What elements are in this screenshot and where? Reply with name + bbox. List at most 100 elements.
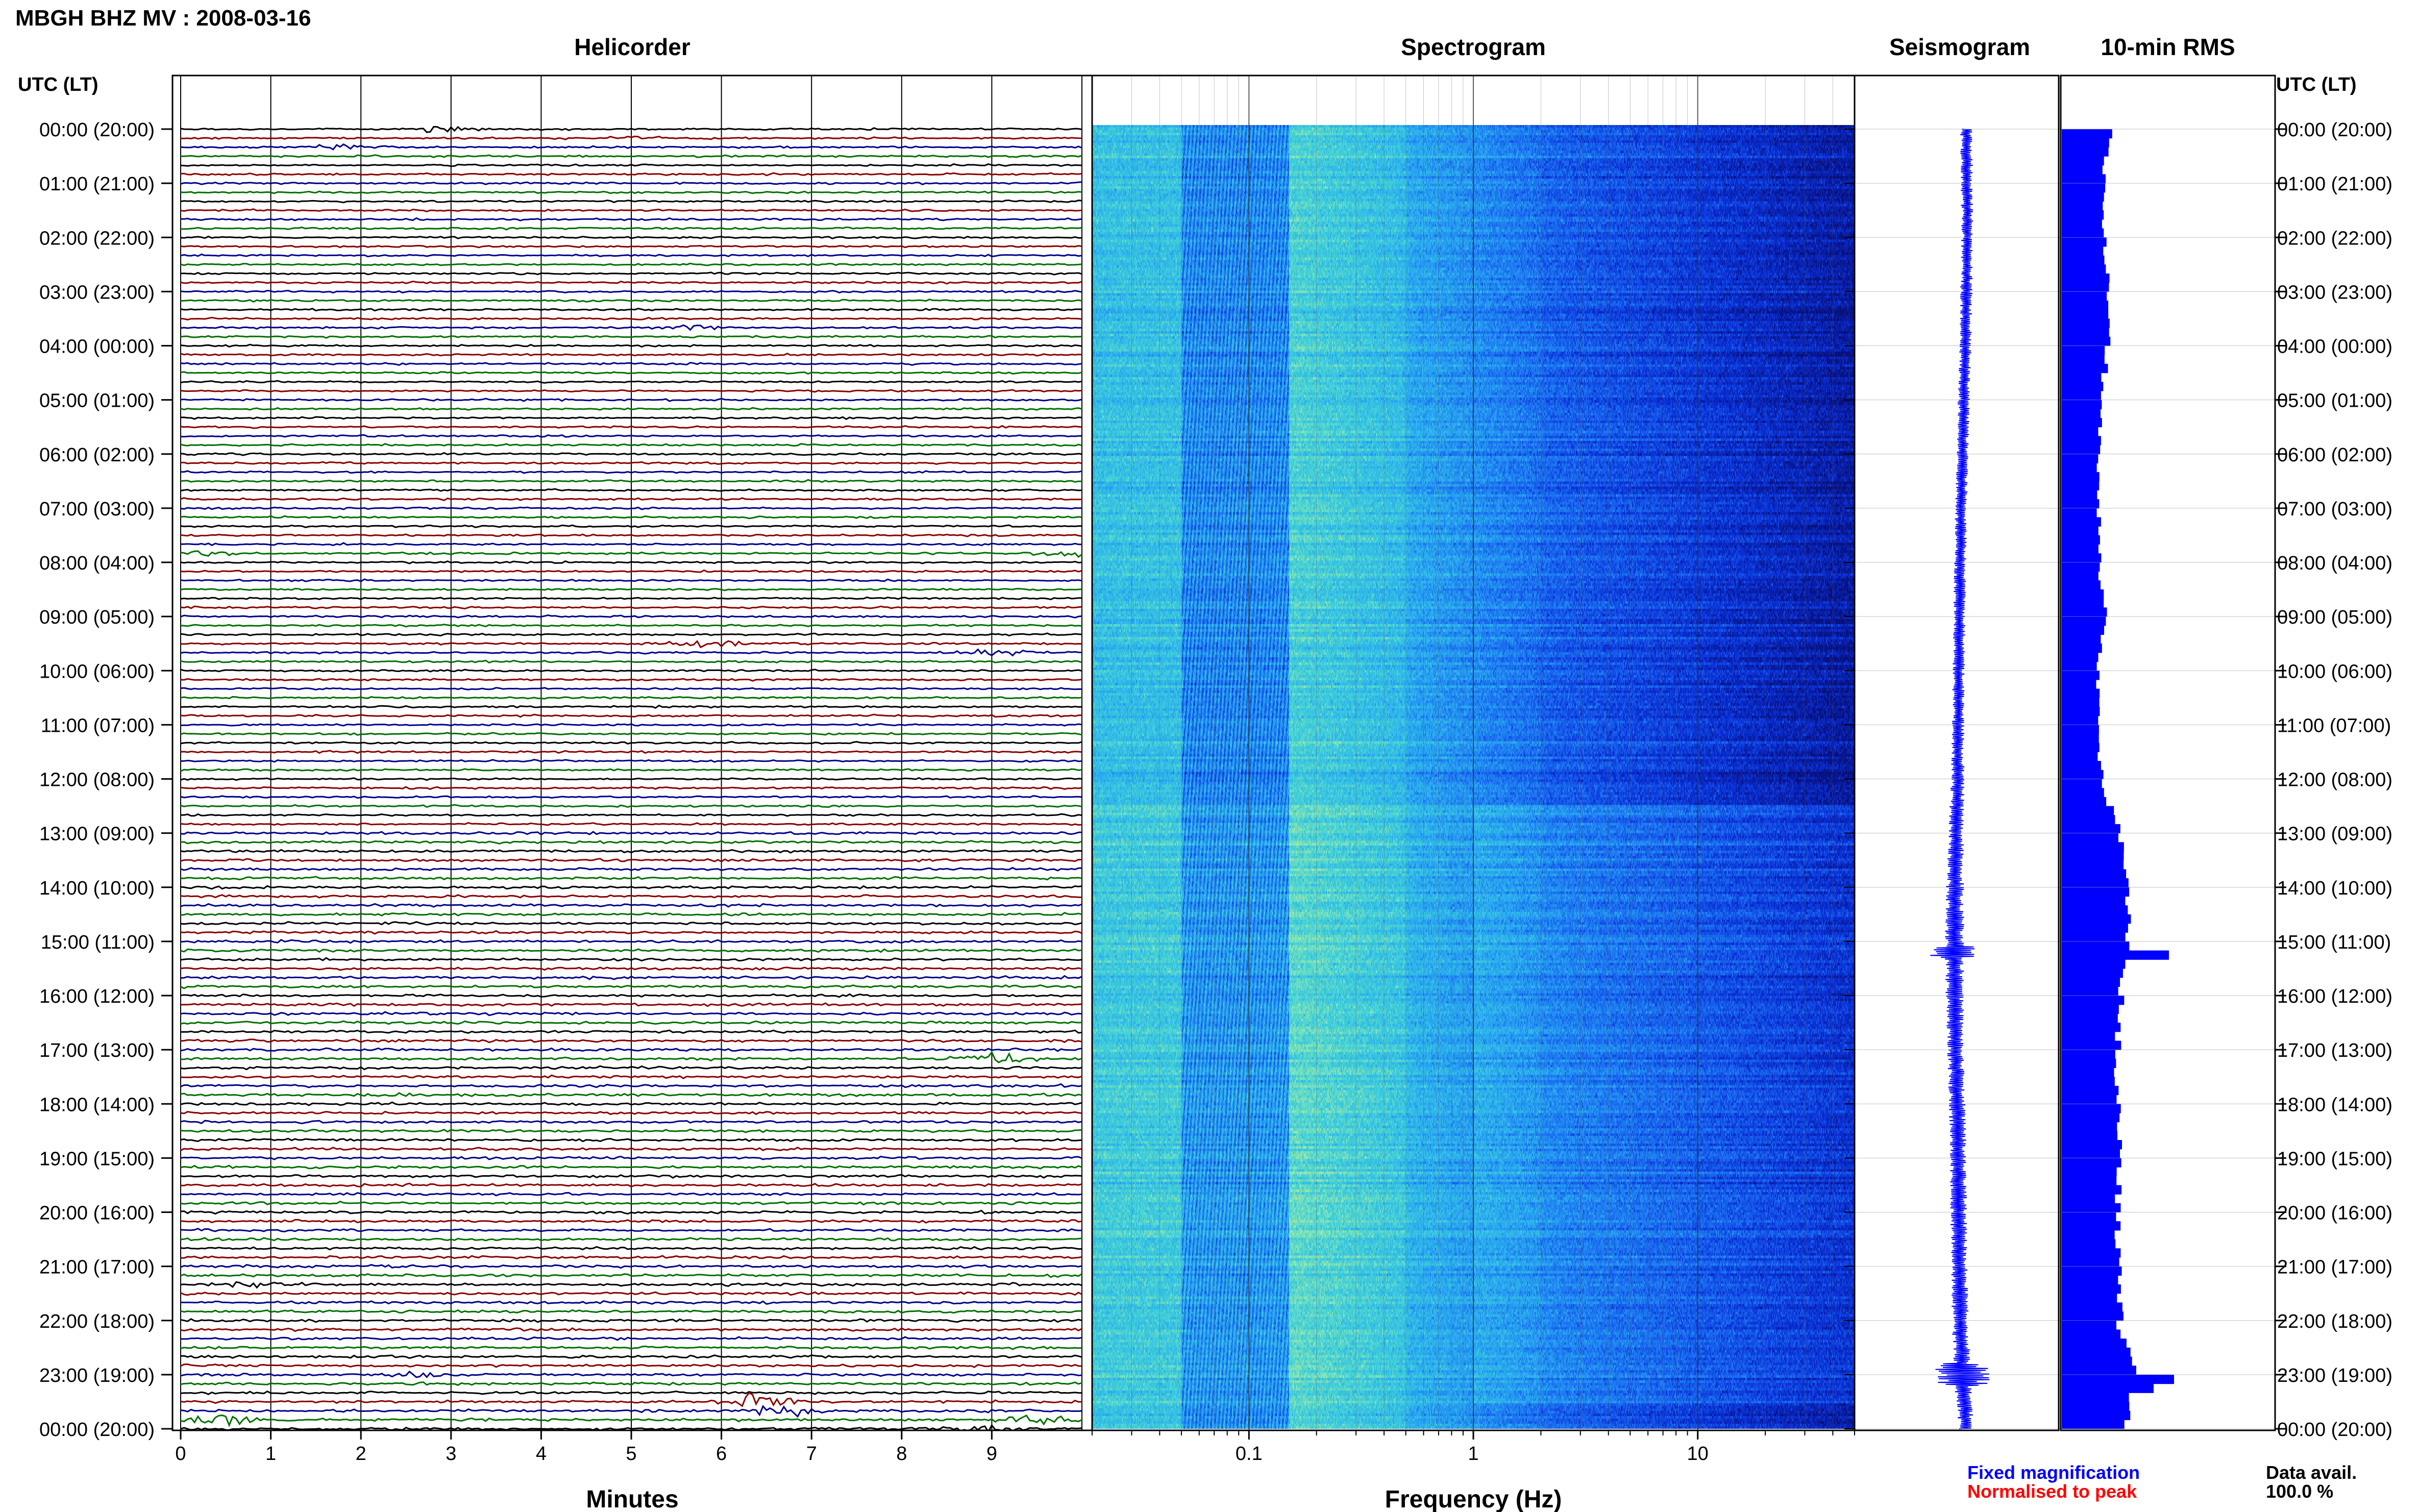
rms-bar — [2062, 328, 2109, 337]
legend-fixed-magnification: Fixed magnification — [1967, 1462, 2140, 1483]
helicorder-trace-row — [180, 506, 1082, 510]
rms-bar — [2062, 517, 2101, 527]
helicorder-trace-row — [180, 786, 1082, 790]
helicorder-trace-row — [180, 1300, 1082, 1305]
helicorder-trace-row — [180, 1263, 1082, 1269]
rms-bar — [2062, 192, 2104, 202]
helicorder-trace-row — [180, 948, 1082, 953]
rms-bar — [2062, 445, 2101, 455]
helicorder-trace-row — [180, 632, 1082, 637]
rms-bar — [2062, 544, 2099, 554]
time-label-left: 04:00 (00:00) — [39, 336, 155, 358]
helicorder-trace-row — [180, 777, 1082, 781]
helicorder-trace-row — [180, 993, 1082, 998]
helicorder-trace-row — [180, 1273, 1082, 1278]
rms-bar — [2062, 1266, 2122, 1276]
time-label-right: 12:00 (08:00) — [2277, 770, 2392, 791]
helicorder-trace-row — [180, 659, 1082, 664]
helicorder-trace-row — [180, 804, 1082, 808]
helicorder-trace-row — [180, 1363, 1082, 1368]
helicorder-trace-row — [180, 957, 1082, 962]
helicorder-trace-row — [180, 587, 1082, 591]
helicorder-trace-row — [180, 126, 1082, 133]
rms-bar — [2062, 1077, 2115, 1086]
rms-bar — [2062, 797, 2107, 807]
rms-bar — [2062, 607, 2107, 617]
helicorder-trace-row — [180, 235, 1082, 240]
helicorder-trace-row — [180, 1128, 1082, 1133]
rms-bar — [2062, 147, 2109, 157]
time-label-left: 15:00 (11:00) — [41, 932, 155, 953]
time-label-left: 17:00 (13:00) — [39, 1040, 155, 1061]
rms-bar — [2062, 318, 2110, 328]
rms-bar — [2062, 950, 2169, 960]
minute-tick-label: 1 — [265, 1443, 276, 1465]
helicorder-trace-row — [180, 894, 1082, 899]
helicorder-trace-row — [180, 605, 1082, 610]
helicorder-trace-row — [180, 1336, 1082, 1341]
time-label-right: 18:00 (14:00) — [2277, 1094, 2392, 1116]
rms-bar — [2062, 1374, 2174, 1384]
rms-bar — [2062, 1383, 2154, 1393]
rms-bar — [2062, 1320, 2116, 1330]
helicorder-trace-row — [180, 1092, 1082, 1098]
helicorder-trace-row — [180, 1083, 1082, 1088]
rms-bar — [2062, 671, 2100, 680]
helicorder-trace-row — [180, 163, 1082, 167]
rms-bar — [2062, 363, 2108, 374]
helicorder-trace-row — [180, 1381, 1082, 1386]
time-label-right: 10:00 (06:00) — [2277, 661, 2392, 682]
rms-bar — [2062, 165, 2103, 175]
helicorder-trace-row — [180, 640, 1082, 649]
helicorder-trace-row — [180, 668, 1082, 673]
rms-bar — [2062, 291, 2107, 301]
helicorder-trace-row — [180, 1164, 1082, 1170]
rms-bar — [2062, 968, 2123, 978]
minute-tick-label: 5 — [626, 1443, 636, 1465]
helicorder-trace-row — [180, 524, 1082, 528]
rms-bar — [2062, 1085, 2119, 1096]
helicorder-trace-row — [180, 1137, 1082, 1143]
rms-bar — [2062, 1068, 2114, 1077]
helicorder-trace-row — [180, 442, 1082, 447]
time-label-left: 13:00 (09:00) — [39, 824, 155, 845]
helicorder-trace-row — [180, 822, 1082, 826]
rms-bar — [2062, 336, 2111, 346]
rms-bar — [2062, 1230, 2115, 1240]
helicorder-trace-row — [180, 425, 1082, 429]
rms-bar — [2062, 598, 2104, 608]
rms-bar — [2062, 742, 2100, 753]
helicorder-trace-row — [180, 217, 1082, 221]
time-label-right: 01:00 (21:00) — [2277, 173, 2392, 195]
helicorder-trace-row — [180, 362, 1082, 366]
rms-bar — [2062, 1410, 2131, 1420]
rms-bar — [2062, 652, 2099, 662]
minute-tick-label: 8 — [896, 1443, 907, 1465]
time-label-right: 06:00 (02:00) — [2277, 444, 2392, 466]
time-label-right: 20:00 (16:00) — [2277, 1203, 2392, 1224]
rms-bar — [2062, 228, 2104, 238]
helicorder-trace-row — [180, 648, 1082, 657]
seismogram-frame — [1854, 75, 2060, 1431]
helicorder-trace-row — [180, 1002, 1082, 1007]
helicorder-trace-row — [180, 1038, 1082, 1044]
helicorder-trace-row — [180, 1327, 1082, 1332]
time-label-right: 22:00 (18:00) — [2277, 1311, 2392, 1332]
rms-bar — [2062, 1221, 2121, 1231]
rms-bar — [2062, 625, 2104, 635]
time-label-right: 07:00 (03:00) — [2277, 499, 2392, 520]
time-label-right: 04:00 (00:00) — [2277, 336, 2392, 358]
rms-bar — [2062, 454, 2099, 464]
helicorder-traces — [180, 126, 1082, 1430]
rms-bar — [2062, 752, 2098, 761]
rms-bar — [2062, 156, 2104, 166]
rms-bar — [2062, 274, 2110, 283]
helicorder-trace-row — [180, 1155, 1082, 1160]
time-label-left: 00:00 (20:00) — [39, 1419, 155, 1441]
helicorder-trace-row — [180, 1065, 1082, 1071]
helicorder-trace-row — [180, 479, 1082, 483]
rms-bar — [2062, 905, 2128, 915]
rms-bar — [2062, 1401, 2130, 1411]
helicorder-trace-row — [180, 795, 1082, 799]
helicorder-trace-row — [180, 371, 1082, 375]
